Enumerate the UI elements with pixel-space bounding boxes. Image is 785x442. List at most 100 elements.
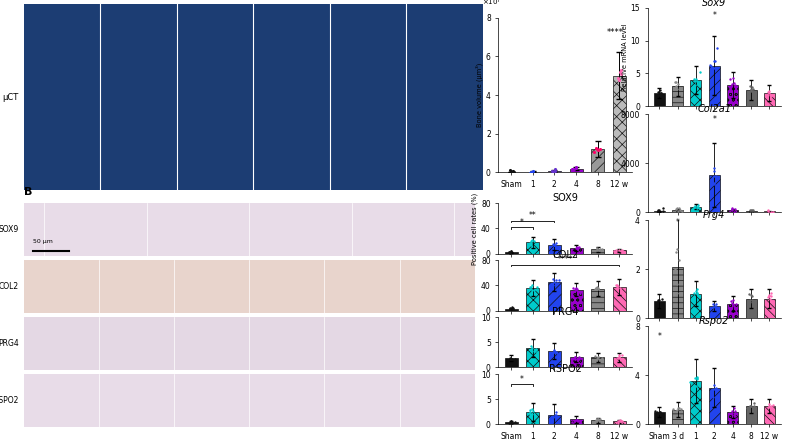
Point: [765, 402, 777, 409]
Point: [615, 248, 627, 255]
Point: [596, 245, 608, 252]
Point: [763, 295, 776, 302]
Point: [524, 237, 537, 244]
Point: [728, 405, 740, 412]
Point: [743, 402, 756, 409]
Point: [673, 85, 685, 92]
Text: **: **: [529, 211, 537, 221]
Point: [566, 165, 579, 172]
Point: [727, 296, 739, 303]
Point: [509, 419, 521, 426]
Point: [707, 301, 720, 308]
Bar: [548, 171, 560, 172]
Point: [692, 203, 705, 210]
Point: [572, 354, 585, 361]
Point: [652, 207, 665, 214]
Point: [670, 245, 683, 252]
Point: [508, 168, 520, 175]
Text: *: *: [676, 218, 680, 228]
Bar: [526, 242, 539, 254]
Point: [574, 289, 586, 296]
Bar: [591, 149, 604, 172]
Point: [726, 80, 739, 88]
Point: [572, 244, 585, 251]
Title: Rspo2: Rspo2: [699, 316, 729, 326]
Point: [524, 170, 536, 177]
Point: [506, 419, 518, 427]
Point: [506, 305, 519, 312]
Bar: [548, 245, 560, 254]
Bar: [709, 65, 720, 106]
Text: *: *: [713, 11, 716, 20]
Point: [591, 355, 604, 362]
Text: B: B: [24, 187, 32, 197]
Point: [506, 355, 518, 362]
Point: [503, 305, 516, 312]
Point: [524, 168, 537, 175]
Point: [612, 417, 625, 424]
Point: [747, 402, 760, 409]
Point: [524, 342, 537, 349]
Text: A: A: [24, 0, 32, 2]
Text: µCT: µCT: [2, 93, 19, 102]
Point: [611, 355, 623, 362]
Point: [655, 303, 667, 310]
Point: [743, 403, 756, 410]
Text: C: C: [644, 0, 652, 2]
Point: [691, 289, 703, 296]
Bar: [691, 293, 702, 318]
Bar: [548, 415, 560, 424]
Point: [525, 347, 538, 354]
Point: [590, 285, 602, 292]
Point: [655, 296, 668, 303]
Point: [743, 206, 756, 213]
Point: [612, 76, 625, 83]
Point: [568, 354, 581, 361]
Point: [549, 413, 561, 420]
Point: [691, 78, 703, 85]
Point: [652, 296, 664, 303]
Point: [589, 286, 601, 293]
Point: [524, 283, 537, 290]
Point: [568, 354, 581, 361]
Point: [503, 419, 516, 427]
Point: [728, 412, 741, 419]
Point: [690, 76, 703, 83]
Y-axis label: Bone volume (μm³): Bone volume (μm³): [476, 63, 484, 127]
Point: [611, 284, 623, 291]
Point: [706, 389, 718, 396]
Point: [763, 90, 776, 97]
Text: 50 µm: 50 µm: [32, 239, 53, 244]
Point: [707, 180, 720, 187]
Title: Prg4: Prg4: [703, 210, 725, 220]
Point: [728, 208, 740, 215]
Point: [615, 66, 627, 73]
Point: [744, 210, 757, 217]
Y-axis label: Relative mRNA level: Relative mRNA level: [622, 23, 627, 91]
Point: [674, 207, 686, 214]
Point: [767, 402, 780, 409]
Point: [745, 207, 758, 214]
Bar: [570, 169, 582, 172]
Point: [590, 285, 602, 292]
Bar: [672, 267, 683, 318]
Bar: [654, 301, 665, 318]
Bar: [505, 309, 517, 310]
Bar: [746, 299, 757, 318]
Point: [571, 245, 583, 252]
Point: [707, 165, 720, 172]
Point: [611, 281, 623, 288]
Point: [503, 355, 516, 362]
Point: [670, 248, 682, 255]
Point: [549, 413, 561, 420]
Bar: [672, 87, 683, 106]
Point: [729, 408, 742, 415]
Title: RSPO2: RSPO2: [549, 364, 582, 374]
Text: *: *: [713, 115, 716, 124]
Point: [692, 201, 704, 208]
Bar: [764, 93, 775, 106]
Point: [546, 282, 559, 289]
Point: [547, 168, 560, 175]
Point: [670, 407, 682, 414]
Point: [571, 417, 584, 424]
